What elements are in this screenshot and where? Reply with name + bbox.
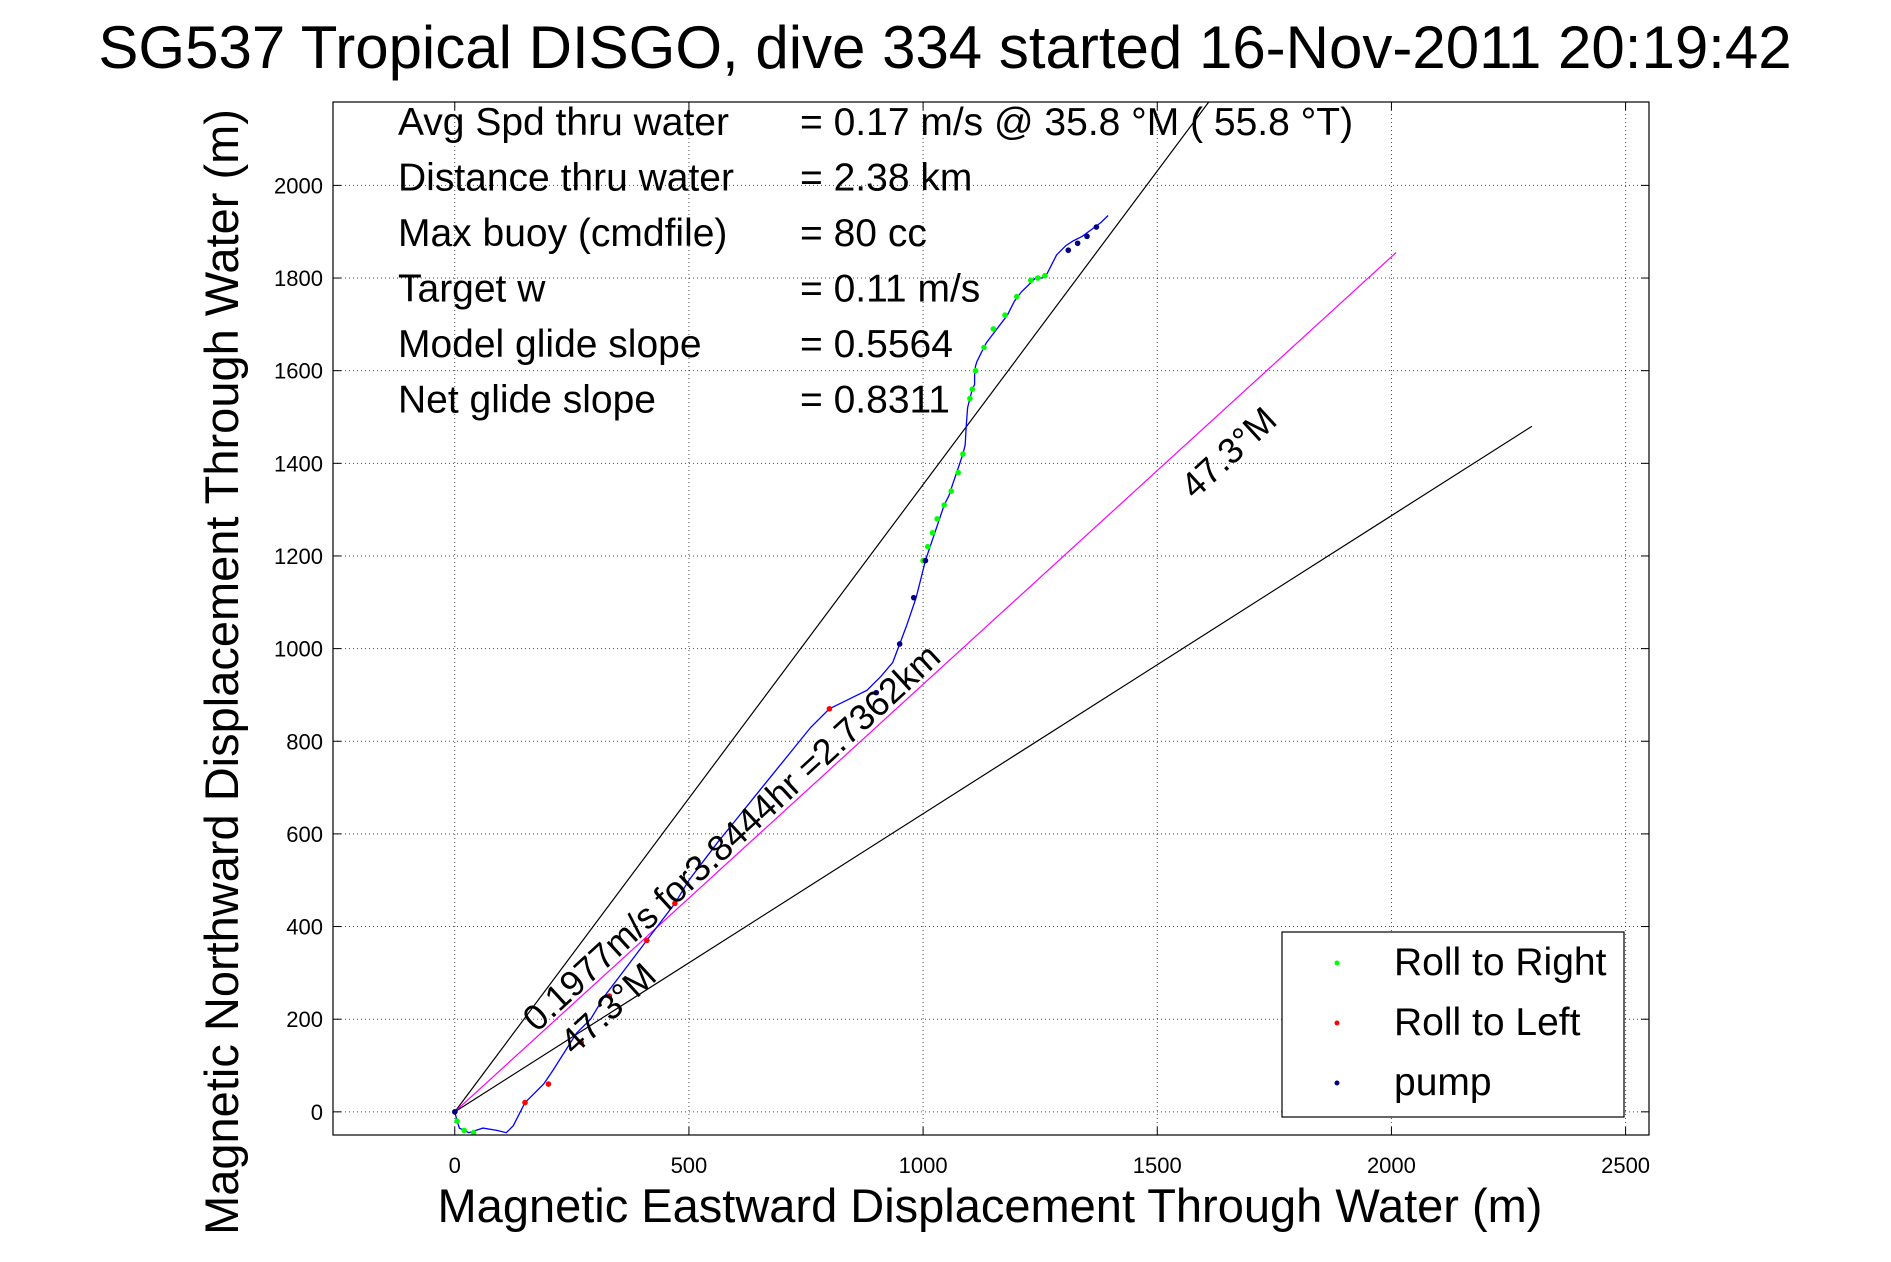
pump-marker xyxy=(1074,240,1081,247)
annotation: 47.3°M xyxy=(1172,399,1284,507)
stat-label: Model glide slope xyxy=(398,323,702,366)
roll-to-left-marker xyxy=(545,1081,552,1087)
chart-title: SG537 Tropical DISGO, dive 334 started 1… xyxy=(98,14,1791,81)
x-tick-label: 0 xyxy=(449,1153,461,1178)
legend: Roll to Right Roll to Left pump xyxy=(1281,931,1625,1118)
roll-to-right-marker xyxy=(972,367,979,374)
annotation: 0.1977m/s for3.8444hr =2.7362km xyxy=(514,636,948,1039)
pump-marker xyxy=(910,594,917,601)
plot-frame xyxy=(332,101,1650,1136)
roll-to-right-marker xyxy=(1002,312,1008,318)
stat-value: = 0.5564 xyxy=(800,323,953,366)
y-tick-label: 2000 xyxy=(274,173,323,198)
x-axis-label: Magnetic Eastward Displacement Through W… xyxy=(438,1179,1543,1232)
roll-to-right-marker xyxy=(1013,293,1020,300)
y-tick-label: 600 xyxy=(286,822,323,847)
roll-to-right-marker xyxy=(955,469,962,476)
pump-marker xyxy=(1084,233,1090,240)
roll-to-right-marker xyxy=(1028,277,1034,284)
roll-to-right-marker xyxy=(990,326,997,332)
y-tick-label: 0 xyxy=(311,1100,323,1125)
stats-block: Avg Spd thru water = 0.17 m/s @ 35.8 °M (… xyxy=(398,101,1353,422)
roll-to-right-marker xyxy=(967,395,973,402)
legend-marker xyxy=(1334,1080,1340,1086)
pump-marker xyxy=(1093,224,1100,230)
roll-to-right-marker xyxy=(454,1118,460,1124)
roll-to-right-marker xyxy=(941,502,947,508)
stat-label: Max buoy (cmdfile) xyxy=(398,212,727,255)
y-tick-label: 1800 xyxy=(274,266,323,291)
y-tick-label: 200 xyxy=(286,1007,323,1032)
stat-label: Net glide slope xyxy=(398,379,656,422)
y-tick-label: 800 xyxy=(286,729,323,754)
roll-to-right-marker xyxy=(969,386,976,393)
plot-border xyxy=(332,101,1650,1136)
pump-marker xyxy=(1065,247,1072,254)
legend-marker xyxy=(1334,1020,1340,1026)
stat-label: Target w xyxy=(398,268,546,311)
y-axis-label: Magnetic Northward Displacement Through … xyxy=(195,109,248,1235)
markers xyxy=(451,224,1100,1136)
roll-to-left-marker xyxy=(643,937,650,944)
pump-marker xyxy=(896,641,903,647)
pump-marker xyxy=(451,1109,458,1115)
x-tick-label: 1000 xyxy=(899,1153,948,1178)
roll-to-left-marker xyxy=(522,1099,528,1106)
legend-label: Roll to Left xyxy=(1394,1001,1581,1044)
legend-label: Roll to Right xyxy=(1394,941,1607,984)
roll-to-right-marker xyxy=(948,488,954,494)
roll-to-right-marker xyxy=(1035,275,1041,281)
stat-label: Avg Spd thru water xyxy=(398,101,729,144)
stat-value: = 80 cc xyxy=(800,212,927,255)
y-tick-label: 1000 xyxy=(274,637,323,662)
roll-to-right-marker xyxy=(981,344,987,351)
roll-to-left-marker xyxy=(578,1039,585,1046)
roll-to-left-marker xyxy=(672,900,678,907)
annotations: 0.1977m/s for3.8444hr =2.7362km47.3°M47.… xyxy=(514,399,1284,1063)
roll-to-left-marker xyxy=(826,706,833,712)
guide-line xyxy=(454,252,1397,1113)
stat-value: = 0.11 m/s xyxy=(800,268,980,311)
y-tick-label: 1400 xyxy=(274,451,323,476)
x-tick-label: 1500 xyxy=(1133,1153,1182,1178)
roll-to-right-marker xyxy=(924,543,931,550)
guide-line xyxy=(454,101,1210,1113)
legend-marker xyxy=(1334,960,1340,966)
roll-to-right-marker xyxy=(461,1127,467,1134)
stat-value: = 2.38 km xyxy=(800,157,972,200)
roll-to-right-marker xyxy=(934,516,940,522)
roll-to-right-marker xyxy=(1042,272,1048,279)
x-tick-label: 2000 xyxy=(1367,1153,1416,1178)
x-tick-label: 2500 xyxy=(1601,1153,1650,1178)
roll-to-right-marker xyxy=(960,451,966,457)
y-tick-label: 1200 xyxy=(274,544,323,569)
stat-value: = 0.17 m/s @ 35.8 °M ( 55.8 °T) xyxy=(800,101,1353,144)
tick-labels: 0 500 1000 1500 2000 2500 0 200 400 600 800 1000 120… xyxy=(274,173,1650,1178)
guide-lines xyxy=(454,101,1533,1113)
roll-to-left-marker xyxy=(606,993,613,999)
pump-marker xyxy=(873,689,880,696)
legend-label: pump xyxy=(1394,1061,1492,1104)
stat-value: = 0.8311 xyxy=(800,379,950,422)
y-tick-label: 1600 xyxy=(274,359,323,384)
x-tick-label: 500 xyxy=(671,1153,708,1178)
roll-to-right-marker xyxy=(929,530,936,536)
pump-marker xyxy=(922,557,929,564)
guide-line xyxy=(454,425,1533,1113)
roll-to-right-marker xyxy=(470,1129,477,1136)
stat-label: Distance thru water xyxy=(398,157,734,200)
y-tick-label: 400 xyxy=(286,915,323,940)
